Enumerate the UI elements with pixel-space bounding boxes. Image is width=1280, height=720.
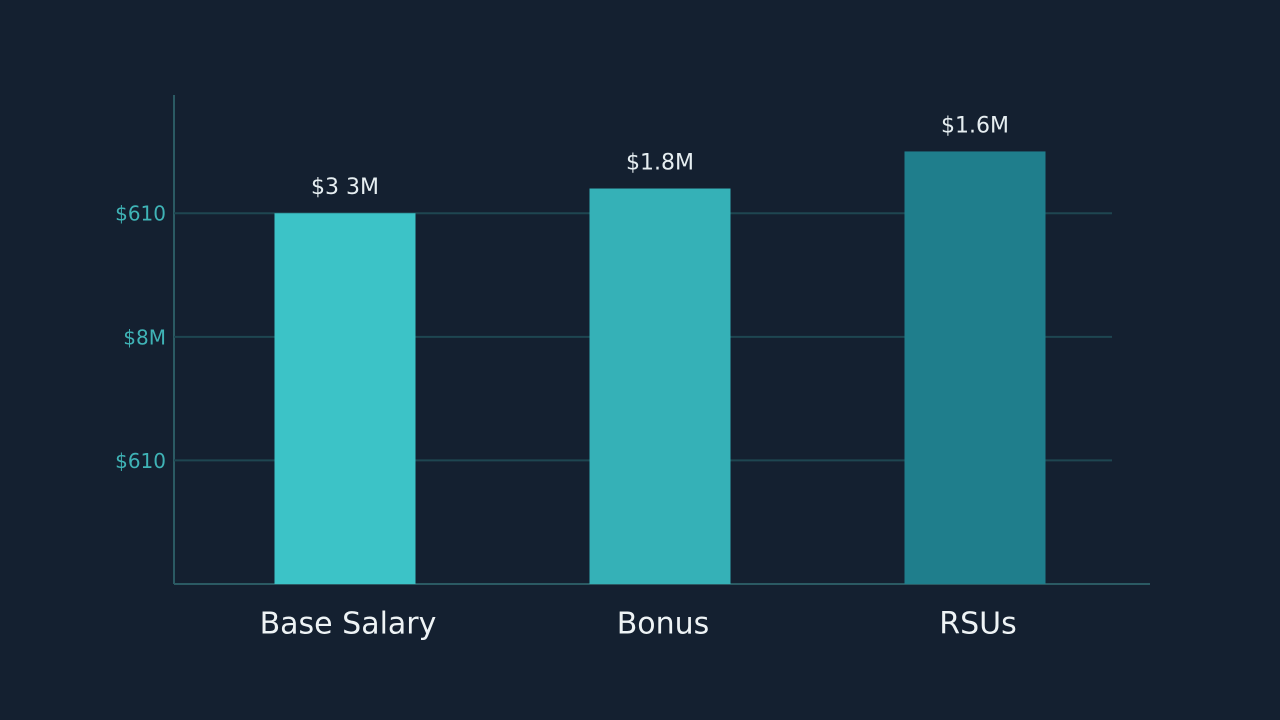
y-tick-label: $610 — [115, 202, 166, 226]
x-tick-label: Base Salary — [260, 607, 437, 642]
annotation: $1.8M — [626, 151, 694, 176]
annotation: $1.6M — [941, 113, 1009, 138]
annotation: $3 3M — [311, 175, 379, 200]
x-tick-label: Bonus — [617, 607, 710, 642]
y-tick-label: $610 — [115, 449, 166, 473]
x-tick-label: RSUs — [939, 607, 1016, 642]
bar — [904, 151, 1046, 584]
y-tick-label: $8M — [123, 325, 166, 349]
bar — [589, 188, 731, 584]
bar — [274, 213, 416, 584]
